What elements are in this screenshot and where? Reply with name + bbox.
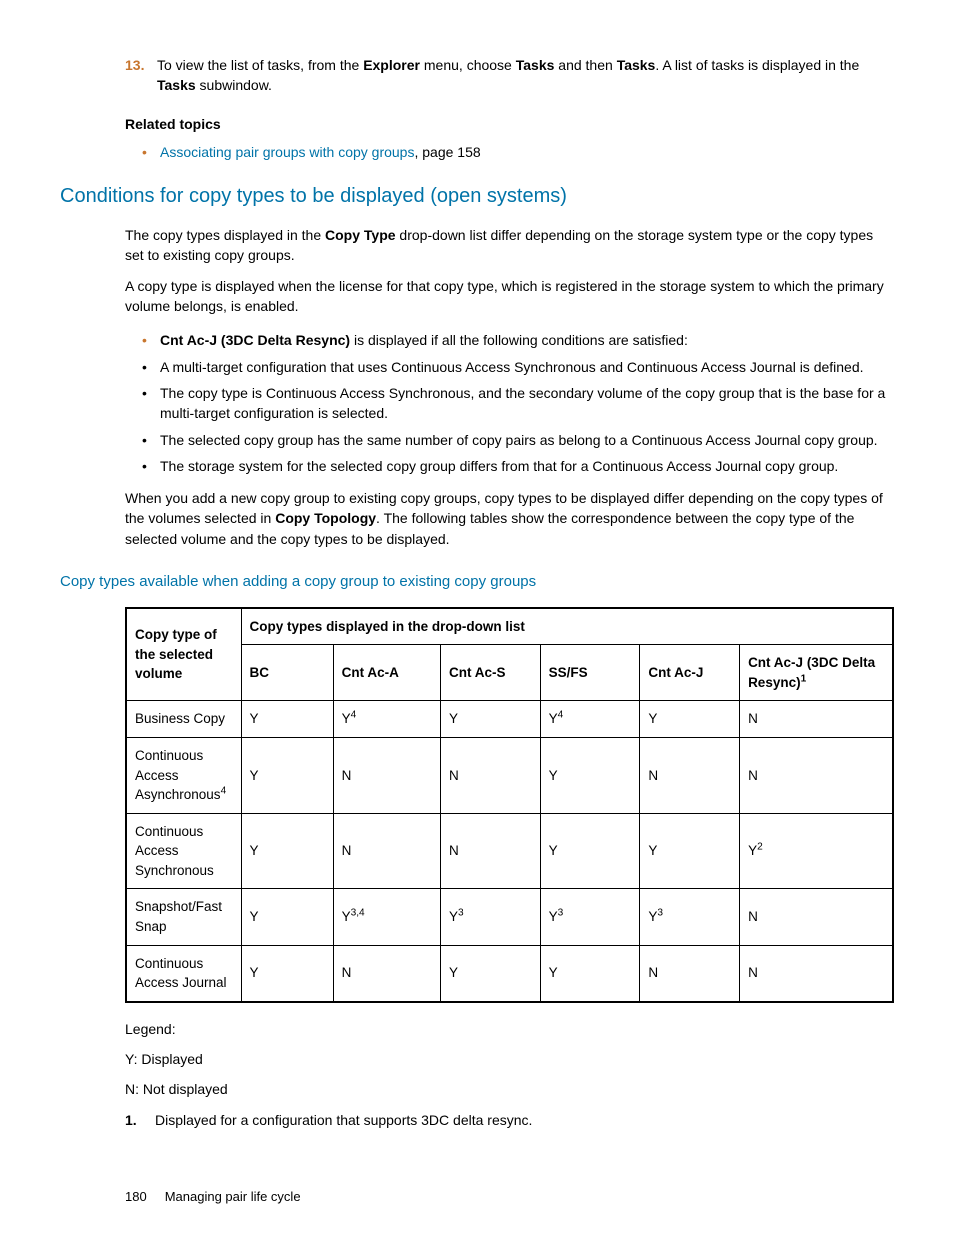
table-cell: Y	[241, 945, 333, 1002]
footnote-text: Displayed for a configuration that suppo…	[155, 1110, 894, 1130]
table-row: Business CopyYY4YY4YN	[126, 701, 893, 738]
table-cell: Y	[640, 813, 740, 889]
table-cell: N	[640, 945, 740, 1002]
table-cell: Y	[241, 738, 333, 814]
row-label: Snapshot/Fast Snap	[126, 889, 241, 945]
legend: Legend: Y: Displayed N: Not displayed	[125, 1019, 894, 1100]
table-cell: N	[740, 889, 893, 945]
table-cell: Y4	[540, 701, 640, 738]
table-cell: N	[740, 701, 893, 738]
legend-y: Y: Displayed	[125, 1049, 894, 1069]
table-cell: N	[740, 945, 893, 1002]
condition-item: • The selected copy group has the same n…	[142, 430, 894, 450]
paragraph-3: When you add a new copy group to existin…	[125, 488, 894, 549]
table-cell: Y3,4	[333, 889, 440, 945]
related-topics-heading: Related topics	[125, 114, 894, 134]
table-cell: Y	[640, 701, 740, 738]
table-caption: Copy types available when adding a copy …	[60, 571, 894, 593]
table-cell: Y3	[440, 889, 540, 945]
col-header: BC	[241, 645, 333, 701]
table-row: Snapshot/Fast SnapYY3,4Y3Y3Y3N	[126, 889, 893, 945]
paragraph-1: The copy types displayed in the Copy Typ…	[125, 225, 894, 266]
bullet-icon: •	[142, 430, 160, 450]
table-header-row: Copy type of the selected volume Copy ty…	[126, 608, 893, 645]
table-cell: N	[333, 813, 440, 889]
page-footer: 180 Managing pair life cycle	[125, 1188, 894, 1207]
bullet-icon: •	[142, 383, 160, 424]
footnote-list: 1. Displayed for a configuration that su…	[125, 1110, 894, 1130]
table-row: Continuous Access Asynchronous4YNNYNN	[126, 738, 893, 814]
table-cell: N	[440, 813, 540, 889]
step-text: To view the list of tasks, from the Expl…	[157, 55, 894, 96]
table-cell: Y	[241, 813, 333, 889]
conditions-list: • Cnt Ac-J (3DC Delta Resync) is display…	[142, 330, 894, 476]
condition-item: • A multi-target configuration that uses…	[142, 357, 894, 377]
bullet-icon: •	[142, 330, 160, 350]
col-header: Cnt Ac-S	[440, 645, 540, 701]
table-cell: N	[333, 945, 440, 1002]
table-cell: N	[740, 738, 893, 814]
table-cell: Y3	[540, 889, 640, 945]
col-header: SS/FS	[540, 645, 640, 701]
group-header-cell: Copy types displayed in the drop-down li…	[241, 608, 893, 645]
footnote-item: 1. Displayed for a configuration that su…	[125, 1110, 894, 1130]
copy-types-table: Copy type of the selected volume Copy ty…	[125, 607, 894, 1003]
condition-intro: • Cnt Ac-J (3DC Delta Resync) is display…	[142, 330, 894, 350]
table-cell: Y4	[333, 701, 440, 738]
related-topic-item: • Associating pair groups with copy grou…	[142, 142, 894, 162]
table-cell: Y2	[740, 813, 893, 889]
table-cell: Y	[241, 889, 333, 945]
table-cell: Y	[540, 945, 640, 1002]
table-cell: Y	[540, 738, 640, 814]
bullet-icon: •	[142, 357, 160, 377]
table-cell: Y	[440, 945, 540, 1002]
row-header-cell: Copy type of the selected volume	[126, 608, 241, 701]
row-label: Business Copy	[126, 701, 241, 738]
footnote-number: 1.	[125, 1110, 155, 1130]
footer-title: Managing pair life cycle	[165, 1189, 301, 1204]
table-cell: N	[640, 738, 740, 814]
bullet-icon: •	[142, 142, 160, 162]
related-link[interactable]: Associating pair groups with copy groups	[160, 144, 414, 160]
table-cell: Y	[540, 813, 640, 889]
condition-item: • The copy type is Continuous Access Syn…	[142, 383, 894, 424]
row-label: Continuous Access Synchronous	[126, 813, 241, 889]
step-13: 13. To view the list of tasks, from the …	[125, 55, 894, 96]
step-number: 13.	[125, 55, 157, 96]
table-row: Continuous Access JournalYNYYNN	[126, 945, 893, 1002]
bullet-icon: •	[142, 456, 160, 476]
condition-item: • The storage system for the selected co…	[142, 456, 894, 476]
section-heading: Conditions for copy types to be displaye…	[60, 182, 894, 211]
row-label: Continuous Access Asynchronous4	[126, 738, 241, 814]
related-topics-list: • Associating pair groups with copy grou…	[142, 142, 894, 162]
table-row: Continuous Access SynchronousYNNYYY2	[126, 813, 893, 889]
legend-n: N: Not displayed	[125, 1079, 894, 1099]
table-subheader-row: BC Cnt Ac-A Cnt Ac-S SS/FS Cnt Ac-J Cnt …	[126, 645, 893, 701]
col-header: Cnt Ac-J (3DC Delta Resync)1	[740, 645, 893, 701]
paragraph-2: A copy type is displayed when the licens…	[125, 276, 894, 317]
col-header: Cnt Ac-A	[333, 645, 440, 701]
table-cell: Y	[440, 701, 540, 738]
table-cell: N	[333, 738, 440, 814]
col-header: Cnt Ac-J	[640, 645, 740, 701]
table-cell: N	[440, 738, 540, 814]
legend-title: Legend:	[125, 1019, 894, 1039]
table-cell: Y3	[640, 889, 740, 945]
table-cell: Y	[241, 701, 333, 738]
row-label: Continuous Access Journal	[126, 945, 241, 1002]
page-number: 180	[125, 1188, 147, 1207]
